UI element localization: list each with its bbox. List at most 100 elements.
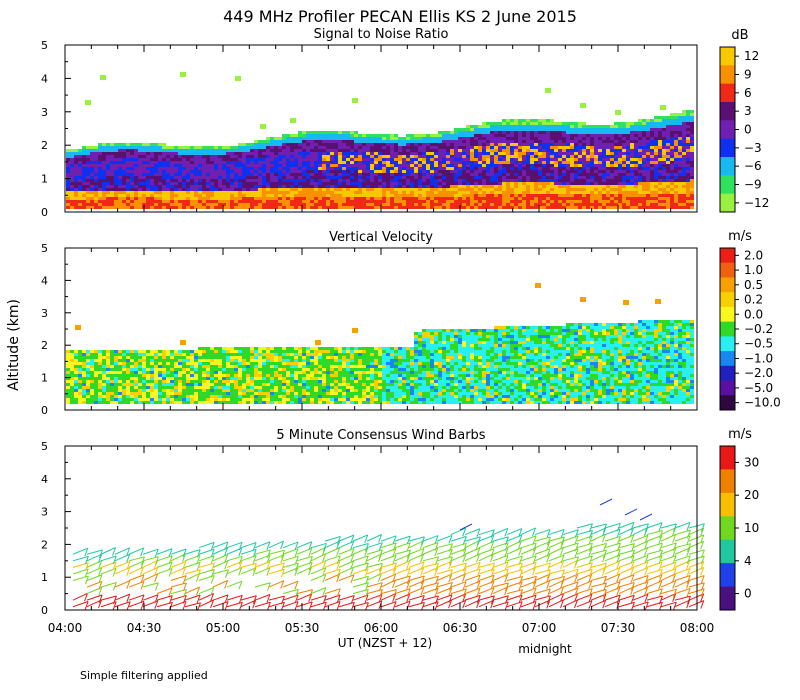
snr-cell (622, 143, 626, 146)
snr-cell (498, 140, 502, 143)
snr-cell (458, 185, 462, 188)
snr-cell (446, 194, 450, 197)
snr-cell (570, 188, 574, 191)
snr-cell (130, 188, 134, 191)
snr-cell (222, 191, 226, 194)
snr-cell (258, 197, 262, 200)
vv-cell (86, 350, 90, 353)
snr-cell (518, 140, 522, 143)
snr-cell (206, 158, 210, 161)
snr-cell (286, 170, 290, 173)
snr-cell (86, 167, 90, 170)
vv-cell (114, 374, 118, 377)
snr-cell (522, 143, 526, 146)
snr-cell (150, 164, 154, 167)
snr-cell (522, 179, 526, 182)
snr-cell (686, 167, 690, 170)
snr-cell (634, 200, 638, 203)
snr-cell (474, 131, 478, 134)
snr-cell (350, 203, 354, 206)
snr-cell (190, 164, 194, 167)
snr-cell (670, 119, 674, 122)
snr-cell (538, 137, 542, 140)
snr-cell (506, 137, 510, 140)
snr-cell (554, 122, 558, 125)
snr-cell (122, 179, 126, 182)
snr-cell (342, 200, 346, 203)
snr-cell (166, 197, 170, 200)
vv-cell (122, 356, 126, 359)
snr-cell (190, 203, 194, 206)
snr-cell (598, 158, 602, 161)
snr-cell (622, 128, 626, 131)
snr-cell (646, 161, 650, 164)
snr-cell (554, 134, 558, 137)
snr-cell (490, 197, 494, 200)
snr-cell (546, 128, 550, 131)
snr-cell (166, 173, 170, 176)
snr-cell (370, 149, 374, 152)
snr-cell (482, 185, 486, 188)
vv-cell (234, 371, 238, 374)
vv-cell (154, 374, 158, 377)
vv-cell (246, 386, 250, 389)
snr-cell (502, 170, 506, 173)
snr-cell (650, 191, 654, 194)
snr-cell (126, 170, 130, 173)
snr-cell (650, 206, 654, 209)
snr-cell (470, 128, 474, 131)
snr-cell (518, 161, 522, 164)
snr-cell (102, 149, 106, 152)
snr-cell (322, 149, 326, 152)
snr-cell (650, 125, 654, 128)
vv-cell (194, 356, 198, 359)
snr-cell (390, 194, 394, 197)
snr-cell (370, 164, 374, 167)
snr-cell (582, 203, 586, 206)
vv-cell (178, 368, 182, 371)
snr-cell (630, 179, 634, 182)
snr-cell (486, 149, 490, 152)
snr-cell (162, 149, 166, 152)
snr-cell (294, 176, 298, 179)
snr-cell (170, 197, 174, 200)
snr-cell (230, 185, 234, 188)
snr-cell (378, 182, 382, 185)
snr-cell (106, 203, 110, 206)
snr-cell (74, 155, 78, 158)
vv-cell (250, 383, 254, 386)
snr-cell (662, 140, 666, 143)
snr-cell (446, 188, 450, 191)
vv-cell (166, 389, 170, 392)
snr-cell (658, 200, 662, 203)
snr-cell (518, 203, 522, 206)
snr-cell (498, 179, 502, 182)
snr-cell (350, 179, 354, 182)
snr-cell (250, 149, 254, 152)
snr-cell (598, 173, 602, 176)
snr-cell (678, 116, 682, 119)
vv-cell (238, 377, 242, 380)
snr-cell (390, 140, 394, 143)
snr-cell (206, 185, 210, 188)
vv-cell (90, 365, 94, 368)
vv-cell (150, 386, 154, 389)
vv-cell (158, 365, 162, 368)
snr-cell (690, 158, 694, 161)
snr-cell (334, 176, 338, 179)
vv-cell (86, 395, 90, 398)
snr-cell (370, 158, 374, 161)
snr-cell (606, 182, 610, 185)
snr-cell (210, 158, 214, 161)
vv-cell (218, 353, 222, 356)
snr-cell (282, 203, 286, 206)
snr-cell (570, 140, 574, 143)
vv-cell (190, 359, 194, 362)
snr-cell (618, 146, 622, 149)
snr-cell (158, 200, 162, 203)
snr-cell (594, 170, 598, 173)
snr-cell (410, 152, 414, 155)
snr-cell (666, 158, 670, 161)
snr-cell (294, 197, 298, 200)
vv-cell (238, 383, 242, 386)
